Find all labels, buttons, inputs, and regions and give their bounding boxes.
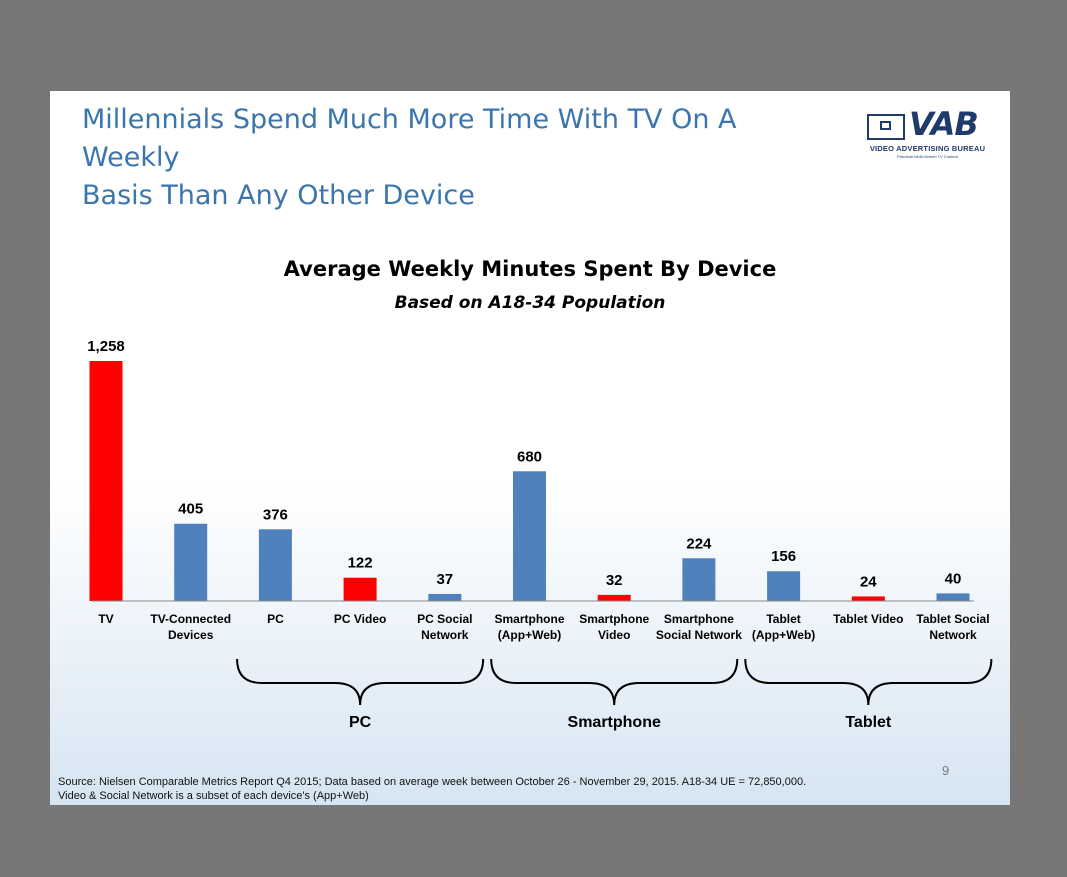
value-label-9: 24 (860, 573, 877, 590)
category-label-7-0: Smartphone (664, 612, 734, 626)
slide-title: Millennials Spend Much More Time With TV… (82, 101, 842, 215)
category-label-1-0: TV-Connected (150, 612, 231, 626)
category-label-6-1: Video (598, 628, 630, 642)
slide-title-line-2: Basis Than Any Other Device (82, 180, 475, 211)
group-brace-0 (236, 658, 485, 706)
bar-8 (767, 571, 801, 601)
bar-6 (597, 594, 631, 601)
value-label-5: 680 (517, 448, 542, 465)
bar-1 (174, 523, 208, 601)
footnote-source: Source: Nielsen Comparable Metrics Repor… (58, 776, 807, 788)
tv-screen-icon (867, 114, 905, 140)
category-label-7-1: Social Network (656, 628, 742, 642)
logo-tagline: Premium Multi-Screen TV Content (897, 154, 958, 159)
category-label-8-1: (App+Web) (752, 628, 815, 642)
group-brace-1 (490, 658, 739, 706)
value-label-7: 224 (686, 535, 712, 552)
category-label-3-0: PC Video (334, 612, 386, 626)
category-label-5-0: Smartphone (494, 612, 564, 626)
value-label-10: 40 (945, 570, 962, 587)
value-label-2: 376 (263, 506, 288, 523)
value-label-8: 156 (771, 548, 796, 565)
bar-2 (258, 529, 292, 601)
group-label-2: Tablet (845, 714, 892, 731)
vab-logo: VAB VIDEO ADVERTISING BUREAU Premium Mul… (865, 105, 990, 159)
bar-chart: 1,258 TV 405 TV-Connected Devices 376 PC 122 PC … (87, 338, 993, 731)
bar-4 (428, 593, 462, 601)
group-brace-2 (744, 658, 993, 706)
category-label-10-0: Tablet Social (916, 612, 989, 626)
category-label-5-1: (App+Web) (498, 628, 561, 642)
chart-subtitle: Based on A18-34 Population (394, 293, 666, 313)
category-label-8-0: Tablet (766, 612, 800, 626)
footnote-note: Video & Social Network is a subset of ea… (58, 790, 369, 802)
category-label-6-0: Smartphone (579, 612, 649, 626)
category-label-4-1: Network (421, 628, 469, 642)
value-label-6: 32 (606, 572, 623, 589)
category-label-2-0: PC (267, 612, 284, 626)
category-label-1-1: Devices (168, 628, 214, 642)
page-number: 9 (942, 763, 950, 778)
category-label-4-0: PC Social (417, 612, 472, 626)
group-label-1: Smartphone (568, 714, 661, 731)
logo-subtitle: VIDEO ADVERTISING BUREAU (869, 144, 986, 153)
chart-title: Average Weekly Minutes Spent By Device (283, 257, 777, 281)
value-label-3: 122 (348, 555, 373, 572)
slide-title-line-1: Millennials Spend Much More Time With TV… (82, 104, 737, 173)
footnote: Source: Nielsen Comparable Metrics Repor… (58, 775, 988, 803)
bar-7 (682, 558, 716, 601)
slide: Millennials Spend Much More Time With TV… (50, 91, 1010, 805)
bar-3 (343, 577, 377, 601)
value-label-4: 37 (436, 571, 453, 588)
bar-10 (936, 593, 970, 601)
bar-0 (89, 361, 123, 601)
value-label-1: 405 (178, 501, 203, 518)
bar-9 (851, 596, 885, 601)
value-label-0: 1,258 (87, 338, 125, 355)
category-label-0-0: TV (98, 612, 113, 626)
bar-5 (513, 471, 546, 601)
group-label-0: PC (349, 714, 372, 731)
category-label-9-0: Tablet Video (833, 612, 903, 626)
category-label-10-1: Network (929, 628, 977, 642)
logo-text: VAB (909, 105, 979, 143)
